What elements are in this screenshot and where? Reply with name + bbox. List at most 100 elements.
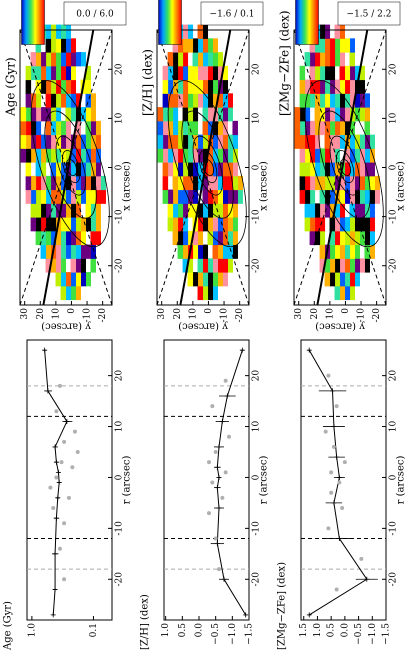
map-pixel [329, 189, 336, 204]
map-pixel [207, 217, 214, 232]
map-pixel [45, 244, 52, 259]
map-pixel [227, 258, 233, 273]
map-pixel [40, 79, 47, 94]
map-pixel [349, 258, 356, 273]
colorbar-label: −1.5 / 2.2 [347, 10, 392, 20]
x-axis-label: x (arcsec) [122, 161, 133, 211]
map-pixel [55, 120, 62, 136]
y-axis-label: [ZMg−ZFe] (dex) [277, 562, 288, 650]
map-pixel [319, 162, 326, 177]
map-pixel [187, 272, 194, 287]
contour [192, 135, 224, 196]
y-axis-label: y (arcsec) [315, 321, 366, 332]
map-pixel [85, 203, 91, 218]
map-pixel [217, 148, 224, 163]
map-pixel [20, 134, 27, 149]
map-pixel [75, 175, 82, 191]
map-pixel [182, 203, 189, 218]
map-pixel [329, 120, 336, 136]
map-pixel [197, 258, 204, 273]
map-pixel [65, 244, 72, 259]
map-pixel [232, 120, 238, 136]
map-pixel [70, 65, 77, 81]
map-pixel [80, 189, 87, 204]
map-pixel [90, 148, 96, 163]
x-tick-label: 20 [115, 370, 125, 382]
map-pixel [192, 65, 199, 81]
map-pixel [60, 38, 67, 53]
point [213, 450, 218, 454]
contour [199, 150, 218, 184]
map-pixel [359, 217, 365, 232]
map-pixel [319, 38, 326, 53]
map-pixel [45, 217, 52, 232]
map-pixel [182, 162, 189, 177]
map-pixel [334, 52, 341, 67]
map-pixel [172, 134, 179, 149]
map-pixel [364, 93, 370, 108]
map-pixel [222, 244, 228, 259]
y-tick-label: 20 [310, 308, 320, 320]
map-pixel [167, 203, 174, 218]
map-pixel [294, 134, 301, 149]
map-pixel [172, 52, 179, 67]
y-tick-label: 0.1 [89, 623, 99, 637]
map-pixel [25, 65, 32, 81]
map-pixel [75, 217, 82, 232]
map-pixel [354, 230, 361, 246]
contour [304, 80, 384, 248]
map-pixel [172, 189, 179, 204]
map-pixel [45, 79, 52, 94]
point [210, 404, 215, 409]
map-pixel [339, 65, 346, 81]
map-pixel [95, 134, 101, 149]
map-pixel [339, 258, 346, 273]
map-pixel [192, 189, 199, 204]
map-pixel [30, 148, 37, 163]
map-pixel [329, 93, 336, 108]
y-tick-label: 1.0 [161, 623, 171, 638]
map-pixel [35, 230, 42, 246]
map-pixel [349, 52, 356, 67]
x-tick-label: 0 [389, 164, 399, 170]
map-pixel [167, 148, 174, 163]
map-pixel [162, 189, 169, 204]
map-pixel [369, 244, 375, 259]
x-tick-label: 0 [252, 164, 262, 170]
map-pixel [65, 217, 72, 232]
point [62, 521, 67, 526]
map-pixel [90, 203, 96, 218]
point [227, 434, 231, 439]
map-pixel [80, 230, 87, 246]
map-pixel [354, 148, 361, 163]
diagonal [156, 29, 250, 306]
map-pixel [50, 134, 57, 149]
point [223, 470, 228, 475]
map-pixel [177, 203, 184, 218]
map-pixel [172, 175, 179, 191]
map-pixel [60, 285, 67, 301]
map-pixel [319, 230, 326, 246]
map-pixel [187, 134, 194, 149]
point [62, 439, 67, 444]
contour [167, 80, 247, 248]
map-pixel [304, 134, 311, 149]
map-pixel [369, 189, 375, 204]
map-pixel [339, 272, 346, 287]
map-pixel [192, 120, 199, 136]
profile-line [216, 350, 247, 616]
map-pixel [25, 79, 32, 94]
map-pixel [177, 52, 184, 67]
map-pixel [25, 175, 32, 191]
map-pixel [339, 52, 346, 67]
map-pixel [364, 189, 370, 204]
map-pixel [50, 189, 57, 204]
map-pixel [60, 217, 67, 232]
point [326, 373, 331, 378]
map-pixel [80, 52, 87, 67]
map-pixel [162, 93, 169, 108]
map-pixel [202, 52, 209, 67]
map-pixel [217, 217, 224, 232]
map-pixel [207, 65, 214, 81]
